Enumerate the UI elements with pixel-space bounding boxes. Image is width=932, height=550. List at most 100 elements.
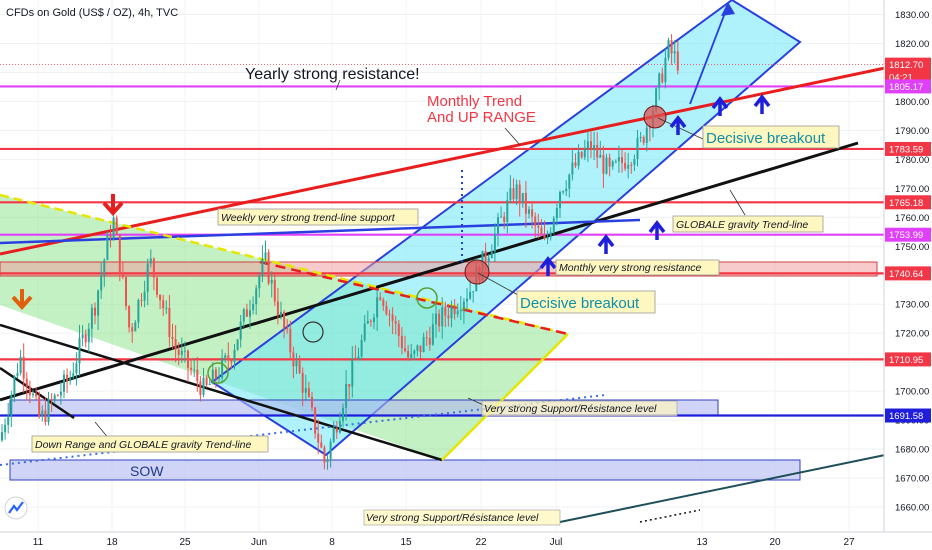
candle-body — [512, 188, 515, 200]
candle-body — [524, 192, 527, 214]
y-tick-label: 1730.00 — [895, 300, 929, 311]
candle-body — [521, 192, 524, 204]
callout-globale — [729, 189, 746, 216]
candle-body — [286, 327, 289, 329]
candle-body — [382, 299, 385, 306]
candle-body — [323, 447, 326, 463]
price-tag-label: 1691.58 — [889, 411, 923, 422]
down-range-label-box — [31, 435, 269, 453]
price-tag-label: 1783.59 — [889, 144, 923, 155]
candle-body — [531, 209, 534, 217]
candle-body — [258, 276, 261, 289]
price-tag: 1753.99 — [885, 227, 931, 242]
dark-teal-long-line — [559, 454, 886, 523]
candle-body — [106, 235, 109, 261]
candle-body — [314, 407, 317, 434]
candle-body — [221, 357, 224, 378]
decisive-breakout-box-1 — [516, 290, 656, 314]
candle-body — [555, 208, 558, 219]
candle-body — [500, 216, 503, 218]
candle-body — [227, 355, 230, 361]
candle-body — [450, 305, 453, 319]
yearly-resistance-label: Yearly strong resistance! — [245, 66, 420, 83]
candle-body — [239, 321, 242, 340]
candle-body — [168, 308, 171, 337]
callout-breakout-1 — [477, 272, 519, 296]
candle-body — [84, 334, 87, 343]
candle-body — [134, 322, 137, 332]
candle-body — [1, 432, 3, 441]
candle-body — [199, 381, 202, 395]
decisive-breakout-label-1: Decisive breakout — [520, 295, 640, 312]
candle-body — [416, 345, 419, 351]
candle-body — [320, 442, 323, 448]
candle-body — [391, 314, 394, 322]
candle-body — [97, 290, 100, 316]
candle-body — [236, 339, 239, 350]
candle-body — [546, 236, 549, 239]
price-tag-label: 1765.18 — [889, 198, 923, 209]
channel-projection-arrow — [689, 4, 729, 105]
blue-up-arrow — [711, 96, 729, 116]
y-tick-label: 1780.00 — [895, 155, 929, 166]
candle-body — [35, 393, 38, 397]
candle-body — [304, 388, 307, 393]
x-tick-label: Jul — [550, 537, 563, 548]
candle-body — [149, 258, 152, 264]
candle-body — [193, 369, 196, 371]
candle-body — [292, 352, 295, 367]
candle-body — [280, 311, 282, 316]
touch-circle-2 — [302, 321, 324, 343]
candle-body — [363, 323, 366, 341]
y-tick-label: 1770.00 — [895, 184, 929, 195]
x-tick-label: 20 — [769, 537, 781, 548]
candlestick-series — [1, 34, 679, 470]
candle-body — [447, 315, 450, 319]
candle-body — [137, 299, 140, 323]
dotted-black-line — [639, 509, 701, 523]
candle-body — [255, 288, 258, 305]
candle-body — [397, 323, 400, 336]
monthly-trend-label-2: And UP RANGE — [427, 109, 536, 126]
candle-body — [624, 162, 627, 169]
candle-body — [633, 159, 636, 165]
candle-body — [196, 369, 199, 382]
y-tick-label: 1830.00 — [895, 10, 929, 21]
time-axis-bg — [0, 532, 884, 550]
candle-body — [614, 161, 617, 163]
candle-body — [38, 396, 41, 417]
price-tag-label: 1710.95 — [889, 355, 923, 366]
candle-body — [270, 279, 273, 284]
y-tick-label: 1800.00 — [895, 97, 929, 108]
x-tick-label: 22 — [475, 537, 487, 548]
candle-body — [490, 251, 493, 258]
symbol-title: CFDs on Gold (US$ / OZ), 4h, TVC — [6, 7, 179, 19]
x-tick-label: Jun — [251, 537, 267, 548]
candle-body — [50, 398, 53, 401]
candle-body — [577, 151, 580, 166]
x-tick-label: 11 — [33, 537, 44, 548]
candle-body — [63, 374, 65, 392]
candle-body — [121, 273, 124, 278]
sr-label-2: Very strong Support/Résistance level — [366, 512, 539, 524]
candle-body — [28, 386, 31, 396]
blue-up-arrow — [669, 115, 687, 135]
tradingview-logo[interactable] — [4, 496, 28, 520]
candle-body — [47, 398, 50, 423]
candle-body — [261, 258, 264, 277]
candle-body — [568, 174, 571, 189]
candle-body — [78, 338, 81, 364]
price-tag: 1812.70 — [885, 57, 931, 72]
candle-body — [658, 73, 661, 89]
monthly-resistance-label-box — [555, 259, 720, 276]
sow-box — [9, 459, 801, 481]
candle-body — [10, 394, 13, 416]
candle-body — [453, 305, 456, 315]
price-tag: 1691.58 — [885, 408, 931, 423]
candle-body — [636, 137, 639, 160]
sr-label-1: Very strong Support/Résistance level — [484, 403, 657, 415]
candle-body — [326, 458, 329, 463]
candle-body — [354, 358, 357, 360]
candle-body — [183, 350, 186, 352]
